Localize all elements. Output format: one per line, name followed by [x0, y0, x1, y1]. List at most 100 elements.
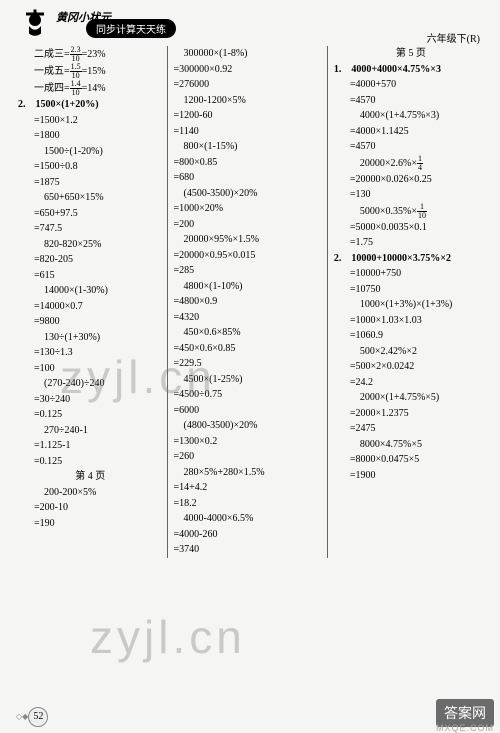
math-line: 一成四=1.410=14%: [18, 80, 163, 97]
math-line: =0.125: [18, 407, 163, 423]
math-line: =18.2: [174, 496, 323, 512]
math-line: 第 5 页: [334, 46, 488, 62]
math-line: =14+4.2: [174, 480, 323, 496]
math-line: =500×2×0.0242: [334, 359, 488, 375]
math-line: 1000×(1+3%)×(1+3%): [334, 297, 488, 313]
math-line: =4500÷0.75: [174, 387, 323, 403]
math-line: =1800: [18, 128, 163, 144]
math-line: =30÷240: [18, 392, 163, 408]
math-line: =285: [174, 263, 323, 279]
math-line: 4000-4000×6.5%: [174, 511, 323, 527]
math-line: 270÷240-1: [18, 423, 163, 439]
math-line: =10750: [334, 282, 488, 298]
page-number: ◇◆52: [16, 707, 48, 727]
column-1: 二成三=2.310=23%一成五=1.510=15%一成四=1.410=14%2…: [18, 46, 168, 558]
math-line: =4570: [334, 139, 488, 155]
math-line: 2. 1500×(1+20%): [18, 97, 163, 113]
math-line: 4500×(1-25%): [174, 372, 323, 388]
math-line: 二成三=2.310=23%: [18, 46, 163, 63]
math-line: 8000×4.75%×5: [334, 437, 488, 453]
column-3: 第 5 页1. 4000+4000×4.75%×3=4000+570=4570 …: [328, 46, 488, 558]
math-line: (270-240)÷240: [18, 376, 163, 392]
math-line: =0.125: [18, 454, 163, 470]
math-line: =8000×0.0475×5: [334, 452, 488, 468]
math-line: 20000×2.6%×14: [334, 155, 488, 172]
math-line: =190: [18, 516, 163, 532]
footer-url: MXQE.COM: [436, 723, 494, 733]
math-line: =1.125-1: [18, 438, 163, 454]
math-line: =615: [18, 268, 163, 284]
math-line: 1500÷(1-20%): [18, 144, 163, 160]
page-header: 黄冈小状元 同步计算天天练: [0, 0, 500, 42]
math-line: 650+650×15%: [18, 190, 163, 206]
math-line: 5000×0.35%×110: [334, 203, 488, 220]
math-line: =747.5: [18, 221, 163, 237]
math-line: =800×0.85: [174, 155, 323, 171]
math-line: =200-10: [18, 500, 163, 516]
math-line: =130: [334, 187, 488, 203]
math-line: =4000×1.1425: [334, 124, 488, 140]
math-line: =300000×0.92: [174, 62, 323, 78]
math-line: 14000×(1-30%): [18, 283, 163, 299]
math-line: =6000: [174, 403, 323, 419]
math-line: =820-205: [18, 252, 163, 268]
math-line: =1140: [174, 124, 323, 140]
math-line: 820-820×25%: [18, 237, 163, 253]
math-line: =260: [174, 449, 323, 465]
column-2: 300000×(1-8%)=300000×0.92=276000 1200-12…: [168, 46, 328, 558]
math-line: 130÷(1+30%): [18, 330, 163, 346]
math-line: =130÷1.3: [18, 345, 163, 361]
math-line: =24.2: [334, 375, 488, 391]
math-line: =1060.9: [334, 328, 488, 344]
math-line: =650+97.5: [18, 206, 163, 222]
math-line: =4800×0.9: [174, 294, 323, 310]
math-line: =1500×1.2: [18, 113, 163, 129]
math-line: =276000: [174, 77, 323, 93]
math-line: 4800×(1-10%): [174, 279, 323, 295]
content-columns: 二成三=2.310=23%一成五=1.510=15%一成四=1.410=14%2…: [0, 42, 500, 558]
math-line: =4320: [174, 310, 323, 326]
math-line: =100: [18, 361, 163, 377]
math-line: =1300×0.2: [174, 434, 323, 450]
math-line: =1.75: [334, 235, 488, 251]
math-line: =1200-60: [174, 108, 323, 124]
math-line: 200-200×5%: [18, 485, 163, 501]
math-line: =1000×20%: [174, 201, 323, 217]
math-line: =200: [174, 217, 323, 233]
math-line: 280×5%+280×1.5%: [174, 465, 323, 481]
math-line: =2475: [334, 421, 488, 437]
math-line: =4000+570: [334, 77, 488, 93]
math-line: =5000×0.0035×0.1: [334, 220, 488, 236]
math-line: 2000×(1+4.75%×5): [334, 390, 488, 406]
watermark-2: zyjl.cn: [90, 610, 246, 664]
math-line: =20000×0.95×0.015: [174, 248, 323, 264]
math-line: (4800-3500)×20%: [174, 418, 323, 434]
math-line: =9800: [18, 314, 163, 330]
math-line: 1. 4000+4000×4.75%×3: [334, 62, 488, 78]
math-line: 4000×(1+4.75%×3): [334, 108, 488, 124]
math-line: =1900: [334, 468, 488, 484]
math-line: 300000×(1-8%): [174, 46, 323, 62]
math-line: =14000×0.7: [18, 299, 163, 315]
math-line: 第 4 页: [18, 469, 163, 485]
math-line: 20000×95%×1.5%: [174, 232, 323, 248]
math-line: (4500-3500)×20%: [174, 186, 323, 202]
math-line: =4000-260: [174, 527, 323, 543]
math-line: 一成五=1.510=15%: [18, 63, 163, 80]
math-line: 450×0.6×85%: [174, 325, 323, 341]
math-line: =10000+750: [334, 266, 488, 282]
math-line: =1000×1.03×1.03: [334, 313, 488, 329]
math-line: 800×(1-15%): [174, 139, 323, 155]
math-line: =680: [174, 170, 323, 186]
math-line: 1200-1200×5%: [174, 93, 323, 109]
math-line: =450×0.6×0.85: [174, 341, 323, 357]
grade-label: 六年级下(R): [427, 30, 480, 45]
math-line: =1875: [18, 175, 163, 191]
math-line: =3740: [174, 542, 323, 558]
math-line: =20000×0.026×0.25: [334, 172, 488, 188]
math-line: 500×2.42%×2: [334, 344, 488, 360]
math-line: 2. 10000+10000×3.75%×2: [334, 251, 488, 267]
math-line: =229.5: [174, 356, 323, 372]
math-line: =2000×1.2375: [334, 406, 488, 422]
math-line: =4570: [334, 93, 488, 109]
